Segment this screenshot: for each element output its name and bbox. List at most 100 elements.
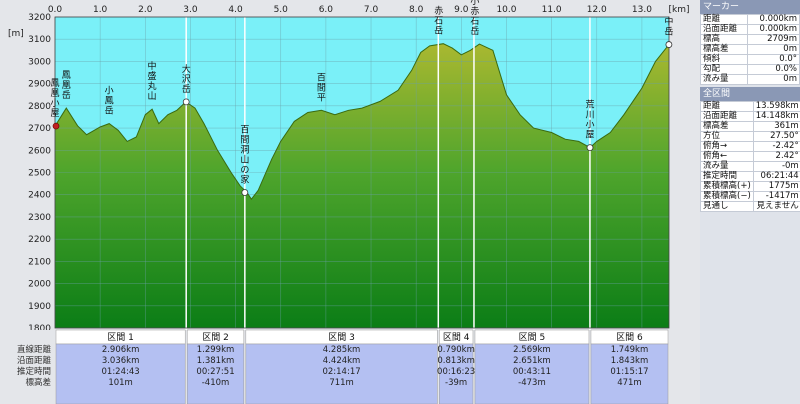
total-value: 14.148km — [752, 111, 800, 122]
elevation-profile-chart[interactable]: 0.0 1.0 2.0 3.0 4.0 5.0 6.0 7.0 8.0 9.0 10.0 11.0 12… — [0, 0, 700, 404]
y-tick-label: 2400 — [28, 191, 51, 201]
waypoint-label: 小赤石岳 — [470, 0, 479, 37]
total-row: 推定時間 06:21:44 — [700, 171, 800, 182]
waypoint-marker — [586, 144, 594, 152]
marker-key: 距離 — [699, 14, 749, 25]
total-key: 俯角← — [700, 151, 754, 162]
y-tick-label: 3100 — [28, 35, 51, 45]
waypoint-label: 百間平 — [317, 72, 326, 103]
y-unit-label: [m] — [8, 29, 24, 39]
segment-label: 区間 3 — [328, 332, 355, 343]
segment-label: 区間 1 — [107, 332, 134, 343]
total-key: 流み量 — [700, 161, 754, 172]
total-row: 流み量 -0m — [700, 161, 800, 172]
total-key: 方位 — [700, 131, 754, 142]
total-panel: 全区間 距離 13.598km 沿面距離 14.148km 標高差 361m 方位 27.50… — [700, 87, 800, 212]
marker-value: 0.0% — [747, 64, 800, 75]
total-row: 方位 27.50° — [700, 131, 800, 142]
y-tick-label: 2900 — [28, 80, 51, 90]
marker-row: 傾斜 0.0° — [699, 54, 800, 65]
total-key: 推定時間 — [700, 171, 754, 182]
marker-key: 勾配 — [699, 64, 749, 75]
marker-row: 勾配 0.0% — [699, 64, 800, 75]
marker-value: 2709m — [747, 34, 800, 45]
segment-values-cell — [186, 343, 245, 404]
y-tick-label: 2500 — [28, 169, 51, 179]
segment-value: -39m — [445, 378, 467, 388]
total-row: 距離 13.598km — [700, 101, 800, 112]
marker-value: 0m — [747, 44, 800, 55]
segment-value: 711m — [329, 378, 354, 388]
y-tick-label: 1800 — [28, 324, 51, 334]
segment-value: 1.843km — [611, 356, 649, 366]
y-tick-label: 3200 — [28, 13, 51, 23]
marker-row: 標高差 0m — [699, 44, 800, 55]
y-tick-label: 2000 — [28, 280, 51, 290]
total-row: 累積標高(−) -1417m — [700, 191, 800, 202]
segment-value: 1.749km — [611, 345, 649, 355]
waypoint-label: 小鳳岳 — [105, 86, 114, 117]
total-key: 距離 — [700, 101, 754, 112]
marker-value: 0m — [747, 74, 800, 85]
segment-value: 0.790km — [437, 345, 475, 355]
x-tick-label: 5.0 — [274, 5, 289, 15]
x-tick-label: 9.0 — [454, 5, 469, 15]
segment-value: 471m — [617, 378, 642, 388]
waypoint-label: 赤石岳 — [434, 6, 443, 37]
marker-key: 標高差 — [699, 44, 749, 55]
marker-key: 傾斜 — [699, 54, 749, 65]
marker-key: 沿面距離 — [699, 24, 749, 35]
marker-panel: マーカー 距離 0.000km 沿面距離 0.000km 標高 2709m 標高差 0m 傾斜 0… — [699, 0, 800, 85]
segment-value: 4.285km — [323, 345, 361, 355]
waypoint-label: 鳳凰岳 — [62, 70, 71, 101]
total-value: 361m — [752, 121, 800, 132]
total-row: 見通し 見えません — [700, 201, 800, 212]
total-key: 標高差 — [700, 121, 754, 132]
segment-value: -410m — [202, 378, 230, 388]
y-tick-label: 3000 — [28, 57, 51, 67]
segment-value: 101m — [108, 378, 133, 388]
marker-row: 標高 2709m — [699, 34, 800, 45]
marker-panel-title: マーカー — [700, 0, 800, 14]
total-value: 見えません — [752, 201, 800, 212]
y-tick-label: 2700 — [28, 124, 51, 134]
segment-label: 区間 5 — [519, 332, 546, 343]
y-tick-label: 2100 — [28, 257, 51, 267]
x-tick-label: 4.0 — [228, 5, 243, 15]
total-value: 06:21:44 — [752, 171, 800, 182]
total-key: 沿面距離 — [700, 111, 754, 122]
total-value: 13.598km — [752, 101, 800, 112]
elevation-area — [55, 43, 669, 328]
segment-value: 00:16:23 — [437, 367, 475, 377]
x-tick-label: 0.0 — [48, 5, 63, 15]
waypoint-label: 大沢岳 — [182, 63, 191, 95]
segment-values-cell — [590, 343, 669, 404]
segment-value: 00:43:11 — [513, 367, 551, 377]
x-tick-label: 1.0 — [93, 5, 108, 15]
waypoint-label: 百間洞山の家 — [240, 124, 249, 185]
total-key: 累積標高(+) — [700, 181, 754, 192]
waypoint-label: 中盛丸山 — [148, 60, 157, 102]
total-value: 2.42° — [752, 151, 800, 162]
segment-label: 区間 2 — [202, 332, 229, 343]
waypoint-label: 鳳凰小屋 — [50, 78, 59, 119]
x-tick-label: 12.0 — [587, 5, 607, 15]
waypoint-marker — [241, 189, 249, 196]
segment-values-cell — [55, 343, 186, 404]
marker-key: 標高 — [699, 34, 749, 45]
marker-row: 流み量 0m — [699, 74, 800, 85]
segment-row-label: 標高差 — [25, 377, 51, 388]
start-marker — [52, 122, 60, 130]
segment-label: 区間 4 — [443, 332, 470, 343]
waypoint-marker — [665, 41, 673, 48]
plot-frame — [54, 16, 670, 329]
waypoint-label: 荒川小屋 — [585, 100, 594, 141]
segment-values-cell — [474, 343, 590, 404]
segment-row-label: 推定時間 — [17, 366, 51, 377]
marker-row: 沿面距離 0.000km — [699, 24, 800, 35]
marker-table: 距離 0.000km 沿面距離 0.000km 標高 2709m 標高差 0m 傾斜 0.0° 勾配… — [699, 14, 800, 85]
total-value: -2.42° — [752, 141, 800, 152]
total-key: 俯角→ — [700, 141, 754, 152]
y-tick-label: 2800 — [28, 102, 51, 112]
total-key: 見通し — [700, 201, 754, 212]
